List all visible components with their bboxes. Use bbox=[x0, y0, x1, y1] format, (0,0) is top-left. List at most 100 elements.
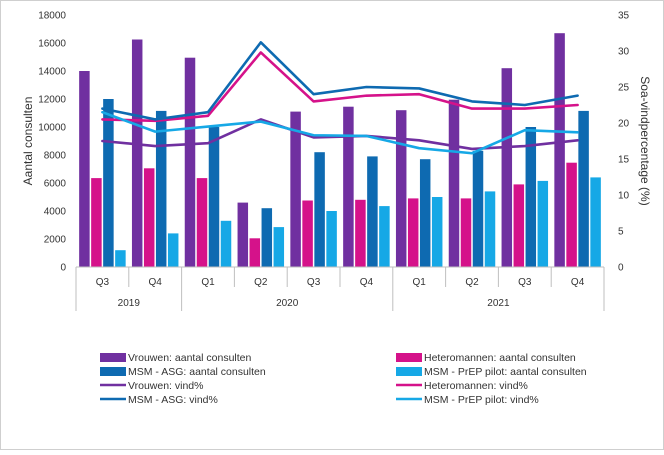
year-label: 2019 bbox=[118, 298, 141, 309]
x-tick-label: Q4 bbox=[360, 277, 374, 288]
bar bbox=[79, 71, 90, 267]
legend-item: Vrouwen: vind% bbox=[100, 380, 203, 392]
legend-label: Heteromannen: vind% bbox=[424, 380, 528, 392]
x-tick-label: Q3 bbox=[518, 277, 532, 288]
bar bbox=[326, 211, 337, 267]
bar bbox=[355, 199, 366, 267]
legend: Vrouwen: aantal consulten Heteromannen: a… bbox=[100, 352, 587, 406]
y-tick-label: 6000 bbox=[44, 179, 67, 190]
legend-label: Vrouwen: vind% bbox=[128, 380, 203, 392]
bar bbox=[501, 68, 513, 267]
bar bbox=[419, 159, 431, 267]
legend-label: MSM - ASG: aantal consulten bbox=[128, 366, 266, 378]
bar-series-2 bbox=[91, 162, 577, 267]
y2-tick-label: 0 bbox=[618, 263, 624, 274]
legend-swatch bbox=[396, 353, 422, 362]
legend-item: MSM - PrEP pilot: aantal consulten bbox=[396, 366, 587, 378]
bar bbox=[237, 202, 249, 267]
y2-tick-label: 5 bbox=[618, 227, 624, 238]
bar bbox=[314, 152, 325, 267]
y-tick-label: 10000 bbox=[38, 123, 66, 134]
legend-item: Heteromannen: vind% bbox=[396, 380, 528, 392]
legend-label: MSM - PrEP pilot: aantal consulten bbox=[424, 366, 587, 378]
bar bbox=[155, 110, 167, 268]
y-axis-title: Aantal consulten bbox=[21, 97, 35, 186]
legend-swatch bbox=[100, 353, 126, 362]
bar bbox=[472, 150, 484, 267]
bar bbox=[196, 178, 208, 267]
bar bbox=[249, 238, 261, 267]
y-tick-label: 16000 bbox=[38, 39, 66, 50]
legend-label: Heteromannen: aantal consulten bbox=[424, 352, 576, 364]
bar bbox=[590, 177, 601, 267]
x-tick-label: Q2 bbox=[465, 277, 479, 288]
bar bbox=[554, 33, 565, 268]
x-tick-label: Q4 bbox=[149, 277, 163, 288]
x-tick-label: Q1 bbox=[201, 277, 215, 288]
bar bbox=[261, 208, 273, 267]
y-tick-label: 0 bbox=[60, 263, 66, 274]
bar bbox=[290, 111, 301, 267]
bar bbox=[131, 39, 143, 267]
y-tick-label: 2000 bbox=[44, 235, 67, 246]
bar bbox=[431, 197, 443, 267]
legend-label: Vrouwen: aantal consulten bbox=[128, 352, 252, 364]
y2-tick-label: 35 bbox=[618, 11, 630, 22]
legend-item: Vrouwen: aantal consulten bbox=[100, 352, 252, 364]
bar bbox=[273, 227, 285, 267]
bar bbox=[484, 191, 496, 267]
y-tick-label: 4000 bbox=[44, 207, 67, 218]
bar bbox=[343, 106, 354, 267]
line-series-3 bbox=[101, 41, 579, 121]
bar-series-4 bbox=[115, 177, 601, 267]
legend-swatch bbox=[396, 367, 422, 376]
x-tick-label: Q1 bbox=[413, 277, 427, 288]
bar-series-3 bbox=[103, 99, 589, 268]
y2-tick-label: 10 bbox=[618, 191, 630, 202]
bar bbox=[220, 220, 232, 267]
bar bbox=[537, 180, 549, 267]
bar bbox=[525, 127, 537, 267]
axes: 0 2000 4000 6000 8000 10000 12000 14000 16000 180… bbox=[21, 11, 652, 311]
y-tick-label: 18000 bbox=[38, 11, 66, 22]
y2-tick-label: 30 bbox=[618, 47, 630, 58]
y-tick-label: 14000 bbox=[38, 67, 66, 78]
legend-label: MSM - ASG: vind% bbox=[128, 394, 218, 406]
bar bbox=[407, 198, 419, 267]
bar bbox=[379, 206, 390, 267]
line-marks bbox=[101, 41, 579, 155]
bar bbox=[513, 184, 525, 267]
bar bbox=[208, 127, 220, 267]
bar bbox=[460, 198, 472, 267]
line-series-2 bbox=[101, 51, 579, 123]
bar bbox=[566, 162, 577, 267]
y2-tick-label: 25 bbox=[618, 83, 630, 94]
y-tick-label: 12000 bbox=[38, 95, 66, 106]
y2-axis-title: Soa-vindpercentage (%) bbox=[638, 76, 652, 205]
year-label: 2020 bbox=[276, 298, 299, 309]
bar-series-1 bbox=[79, 33, 565, 268]
bar bbox=[367, 156, 378, 267]
legend-item: MSM - PrEP pilot: vind% bbox=[396, 394, 539, 406]
legend-item: MSM - ASG: vind% bbox=[100, 394, 218, 406]
bar bbox=[115, 250, 126, 267]
legend-swatch bbox=[100, 367, 126, 376]
x-tick-label: Q3 bbox=[96, 277, 110, 288]
bar bbox=[448, 99, 460, 267]
y2-tick-label: 20 bbox=[618, 119, 630, 130]
legend-item: Heteromannen: aantal consulten bbox=[396, 352, 576, 364]
bar bbox=[302, 200, 313, 267]
bar bbox=[167, 233, 179, 267]
bar bbox=[91, 178, 102, 267]
line-series-4 bbox=[101, 110, 579, 155]
bar bbox=[395, 110, 407, 267]
bar bbox=[578, 110, 589, 268]
legend-label: MSM - PrEP pilot: vind% bbox=[424, 394, 539, 406]
y-tick-label: 8000 bbox=[44, 151, 67, 162]
x-tick-label: Q2 bbox=[254, 277, 268, 288]
year-label: 2021 bbox=[487, 298, 510, 309]
x-tick-label: Q3 bbox=[307, 277, 321, 288]
y2-tick-label: 15 bbox=[618, 155, 630, 166]
legend-item: MSM - ASG: aantal consulten bbox=[100, 366, 266, 378]
